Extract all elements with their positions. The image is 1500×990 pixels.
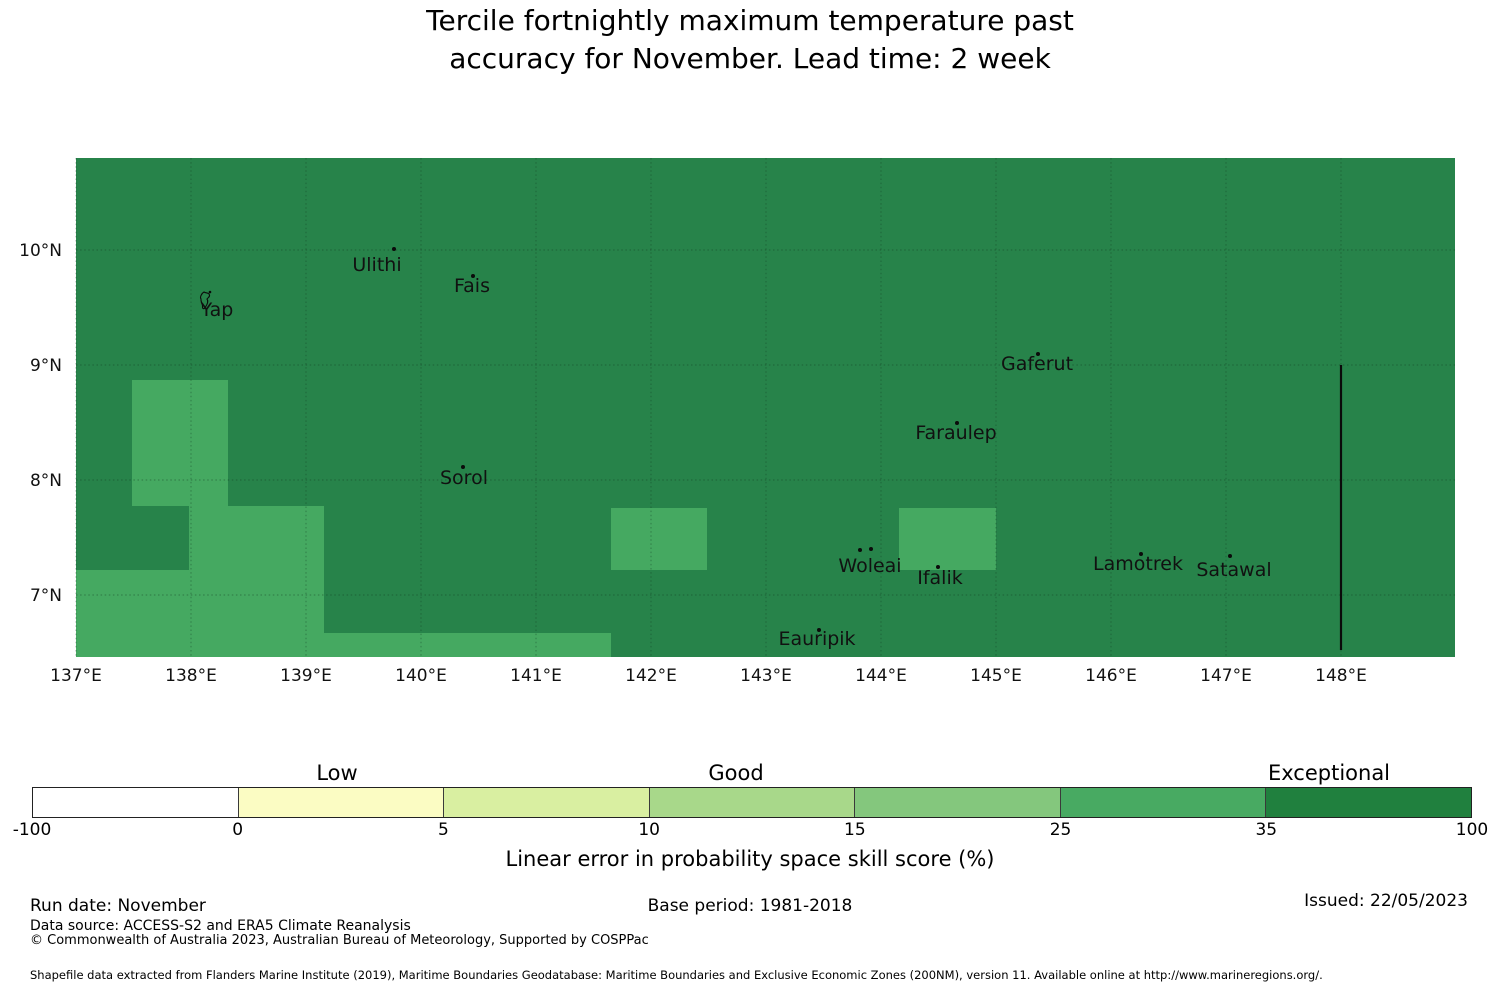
island-label: Ifalik	[917, 567, 963, 589]
lon-tick-label: 141°E	[510, 666, 562, 686]
island-label: Satawal	[1196, 559, 1271, 581]
colorbar-category-label: Good	[708, 761, 764, 785]
island-label: Yap	[200, 299, 234, 321]
colorbar-segment	[443, 788, 649, 817]
issue-date: Issued: 22/05/2023	[1304, 891, 1468, 911]
lat-tick-label: 7°N	[30, 586, 62, 606]
base-period: Base period: 1981-2018	[647, 896, 853, 916]
island-label: Lamotrek	[1093, 553, 1183, 575]
lon-tick-label: 140°E	[395, 666, 447, 686]
lat-tick-label: 10°N	[19, 241, 62, 261]
colorbar-axis-label: Linear error in probability space skill …	[505, 847, 995, 871]
colorbar-segment	[854, 788, 1060, 817]
colorbar-segment	[648, 788, 855, 817]
lon-tick-label: 144°E	[855, 666, 907, 686]
colorbar-category-label: Exceptional	[1267, 761, 1391, 785]
colorbar-tick-label: 15	[844, 820, 866, 840]
colorbar-segment	[237, 788, 444, 817]
island-label: Sorol	[440, 467, 488, 489]
lon-tick-label: 146°E	[1085, 666, 1137, 686]
shapefile-note: Shapefile data extracted from Flanders M…	[30, 968, 1323, 982]
island-label: Woleai	[838, 555, 901, 577]
island-label: Ulithi	[352, 254, 401, 276]
colorbar-tick-labels: -100 0 5 10 15 25 35 100	[13, 820, 1489, 840]
lon-tick-label: 137°E	[50, 666, 102, 686]
colorbar-tick-label: 5	[438, 820, 449, 840]
skill-region	[899, 508, 996, 570]
island-dot	[869, 547, 873, 551]
lon-tick-label: 139°E	[280, 666, 332, 686]
island-dot	[461, 465, 465, 469]
lat-tick-label: 8°N	[30, 471, 62, 491]
island-dot	[392, 247, 396, 251]
skill-region	[228, 506, 324, 657]
data-source: Data source: ACCESS-S2 and ERA5 Climate …	[30, 918, 411, 934]
colorbar-segment	[33, 788, 238, 817]
island-dot	[858, 548, 862, 552]
colorbar-tick-label: 35	[1255, 820, 1278, 840]
colorbar-category-labels: Low Good Exceptional	[0, 761, 1500, 787]
island-dot	[817, 628, 821, 632]
island-dot	[1036, 352, 1040, 356]
lon-tick-label: 142°E	[625, 666, 677, 686]
island-label: Eauripik	[778, 628, 855, 650]
island-dot	[208, 290, 212, 294]
chart-title: Tercile fortnightly maximum temperature …	[426, 4, 1074, 75]
colorbar-segment	[1265, 788, 1472, 817]
colorbar-tick-label: 0	[232, 820, 244, 840]
colorbar-tick-label: 100	[1455, 820, 1489, 840]
lat-tick-label: 9°N	[30, 356, 62, 376]
map-canvas: 137°E 138°E 139°E 140°E 141°E 142°E 143°E 144°E…	[19, 158, 1455, 686]
island-label: Fais	[454, 275, 490, 297]
island-dot	[936, 565, 940, 569]
yap-island-outline	[200, 291, 211, 310]
island-dot	[1139, 552, 1143, 556]
lon-tick-label: 148°E	[1315, 666, 1367, 686]
island-dot	[471, 274, 475, 278]
skill-region	[76, 570, 228, 657]
skill-region	[324, 633, 611, 657]
island-dot	[955, 421, 959, 425]
colorbar-category-label: Low	[316, 761, 358, 785]
lon-tick-label: 147°E	[1200, 666, 1252, 686]
skill-region	[611, 508, 707, 570]
colorbar-segment	[1059, 788, 1266, 817]
colorbar	[32, 787, 1472, 818]
skill-region	[132, 380, 228, 506]
copyright: © Commonwealth of Australia 2023, Austra…	[30, 933, 649, 948]
island-dot	[1228, 554, 1232, 558]
lon-tick-label: 138°E	[165, 666, 217, 686]
lon-tick-label: 143°E	[740, 666, 792, 686]
lon-tick-label: 145°E	[970, 666, 1022, 686]
colorbar-tick-label: -100	[12, 820, 52, 840]
run-date: Run date: November	[30, 896, 206, 916]
colorbar-tick-label: 25	[1049, 820, 1072, 840]
colorbar-tick-label: 10	[638, 820, 660, 840]
island-label: Faraulep	[915, 422, 996, 444]
skill-region	[189, 506, 228, 570]
island-label: Gaferut	[1001, 353, 1073, 375]
